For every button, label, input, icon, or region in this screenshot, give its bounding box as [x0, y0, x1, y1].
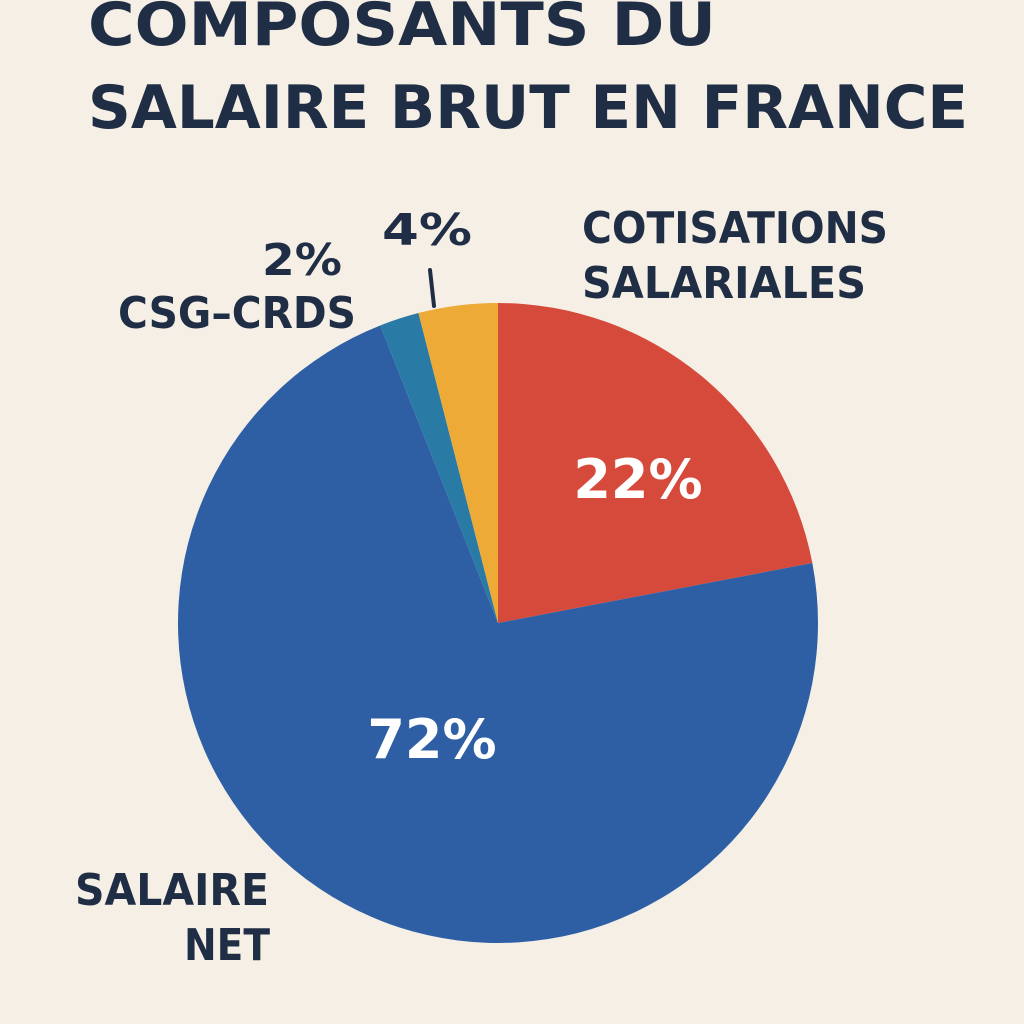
value-csg-crds: 2%: [262, 235, 342, 286]
label-csg-crds: CSG–CRDS: [118, 288, 356, 339]
chart-title: COMPOSANTS DU SALAIRE BRUT EN FRANCE: [88, 0, 968, 143]
pie-labels: COTISATIONS SALARIALES 22% 72% SALAIRE N…: [75, 203, 888, 971]
value-4pct: 4%: [382, 205, 472, 256]
slice-cotisations-salariales: [498, 303, 813, 623]
value-salaire-net: 72%: [367, 708, 496, 771]
label-salaire-net-line-1: SALAIRE: [75, 865, 269, 916]
label-cotisations-line-2: SALARIALES: [582, 258, 866, 309]
chart-title-line-2: SALAIRE BRUT EN FRANCE: [88, 73, 968, 143]
leader-line-4pct: [428, 268, 436, 308]
label-salaire-net-line-2: NET: [184, 920, 270, 971]
slice-4pct: [418, 303, 498, 623]
pie-slices: [177, 303, 818, 943]
label-cotisations-line-1: COTISATIONS: [582, 203, 888, 254]
slice-salaire-net: [177, 325, 818, 943]
value-cotisations: 22%: [573, 448, 702, 511]
chart-title-line-1: COMPOSANTS DU: [88, 0, 716, 60]
slice-csg-crds: [380, 313, 498, 623]
